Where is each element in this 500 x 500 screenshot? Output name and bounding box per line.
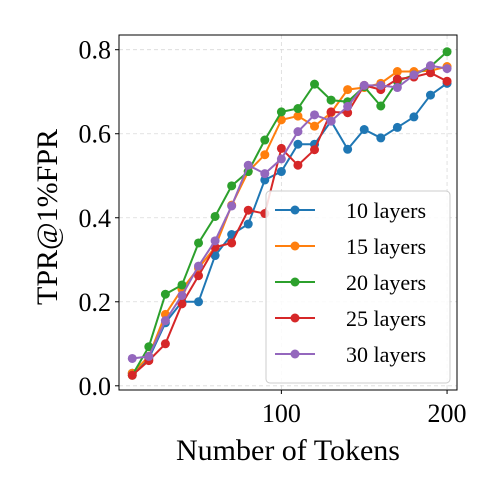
data-point-10-layers (276, 167, 286, 177)
data-point-30-layers (442, 64, 452, 74)
data-point-25-layers (293, 160, 303, 170)
data-point-20-layers (293, 104, 303, 114)
x-axis-ticks: 100 200 (262, 390, 467, 428)
data-point-20-layers (144, 342, 154, 352)
data-point-30-layers (194, 261, 204, 271)
data-point-25-layers (177, 299, 187, 309)
legend-swatch-marker (290, 313, 300, 323)
data-point-10-layers (343, 144, 353, 154)
data-point-10-layers (376, 133, 386, 143)
data-point-20-layers (177, 280, 187, 290)
data-point-10-layers (210, 251, 220, 261)
legend-item-15-layers: 15 layers (275, 234, 426, 259)
data-point-30-layers (243, 160, 253, 170)
data-point-20-layers (210, 211, 220, 221)
data-point-25-layers (310, 145, 320, 155)
data-point-25-layers (425, 68, 435, 78)
data-point-25-layers (243, 205, 253, 215)
data-point-30-layers (127, 353, 137, 363)
x-tick-label: 100 (262, 399, 301, 428)
data-point-25-layers (276, 143, 286, 153)
data-point-30-layers (210, 236, 220, 246)
data-point-15-layers (343, 85, 353, 95)
data-point-20-layers (260, 135, 270, 145)
y-tick-label: 0.8 (79, 36, 112, 65)
y-tick-label: 0.6 (79, 120, 112, 149)
legend-label: 10 layers (346, 198, 426, 223)
data-point-30-layers (160, 316, 170, 326)
legend-box (265, 190, 451, 384)
data-point-30-layers (359, 80, 369, 90)
x-axis-label: Number of Tokens (176, 434, 400, 467)
data-point-15-layers (293, 111, 303, 121)
data-point-10-layers (359, 125, 369, 135)
data-point-25-layers (227, 238, 237, 248)
data-point-30-layers (293, 127, 303, 137)
legend-item-10-layers: 10 layers (275, 198, 426, 223)
data-point-10-layers (392, 122, 402, 132)
data-point-30-layers (392, 83, 402, 93)
y-axis-ticks: 0.0 0.2 0.4 0.6 0.8 (79, 36, 119, 401)
data-point-20-layers (227, 181, 237, 191)
data-point-30-layers (376, 80, 386, 90)
legend-swatch-marker (290, 349, 300, 359)
data-point-10-layers (260, 175, 270, 185)
legend-item-20-layers: 20 layers (275, 270, 426, 295)
data-point-20-layers (442, 47, 452, 57)
data-point-25-layers (442, 76, 452, 86)
legend-swatch-marker (290, 241, 300, 251)
data-point-25-layers (326, 107, 336, 117)
data-point-20-layers (326, 95, 336, 105)
data-point-30-layers (343, 101, 353, 111)
legend-label: 20 layers (346, 270, 426, 295)
data-point-30-layers (276, 154, 286, 164)
data-point-30-layers (144, 351, 154, 361)
data-point-30-layers (227, 201, 237, 211)
data-point-30-layers (260, 169, 270, 179)
series-30-layers (127, 61, 452, 363)
data-point-15-layers (310, 121, 320, 131)
plot-frame (118, 34, 458, 391)
data-point-20-layers (310, 79, 320, 89)
data-point-30-layers (310, 110, 320, 120)
data-point-10-layers (194, 297, 204, 307)
data-point-10-layers (293, 139, 303, 149)
data-point-30-layers (326, 116, 336, 126)
data-point-25-layers (127, 370, 137, 380)
data-point-25-layers (392, 74, 402, 84)
data-point-20-layers (276, 107, 286, 117)
legend: 10 layers 15 layers 20 layers 25 layers 30 l… (265, 190, 451, 384)
data-point-20-layers (376, 101, 386, 111)
legend-swatch-marker (290, 277, 300, 287)
data-point-30-layers (409, 70, 419, 80)
data-point-15-layers (260, 150, 270, 160)
data-point-25-layers (160, 339, 170, 349)
data-point-10-layers (409, 112, 419, 122)
data-point-25-layers (343, 108, 353, 118)
y-axis-label: TPR@1%FPR (31, 129, 64, 305)
data-point-10-layers (425, 90, 435, 100)
data-point-30-layers (425, 61, 435, 71)
data-point-15-layers (392, 67, 402, 77)
legend-item-25-layers: 25 layers (275, 306, 426, 331)
data-point-30-layers (177, 290, 187, 300)
y-tick-label: 0.4 (79, 204, 112, 233)
data-point-20-layers (194, 238, 204, 248)
data-point-25-layers (194, 271, 204, 281)
legend-item-30-layers: 30 layers (275, 342, 426, 367)
series-lines (127, 47, 452, 380)
data-point-10-layers (243, 219, 253, 229)
legend-label: 30 layers (346, 342, 426, 367)
data-point-20-layers (160, 289, 170, 299)
series-25-layers (127, 68, 452, 380)
y-tick-label: 0.2 (79, 288, 112, 317)
legend-label: 15 layers (346, 234, 426, 259)
legend-label: 25 layers (346, 306, 426, 331)
y-tick-label: 0.0 (79, 372, 112, 401)
legend-swatch-marker (290, 205, 300, 215)
x-tick-label: 200 (428, 399, 467, 428)
